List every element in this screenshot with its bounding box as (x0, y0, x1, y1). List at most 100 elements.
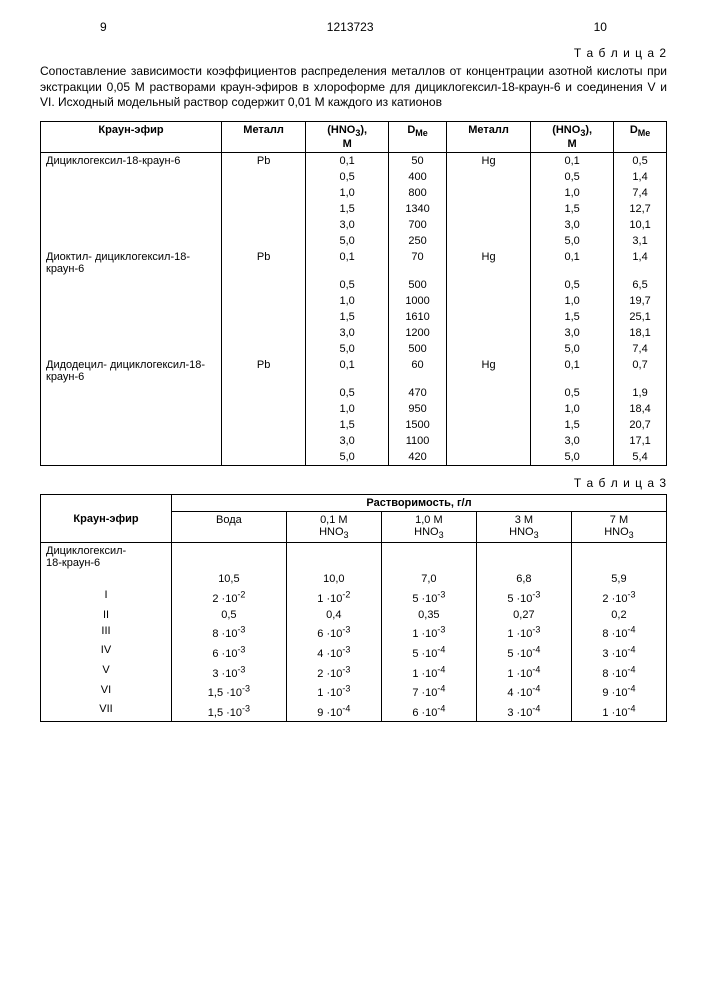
row-label (41, 571, 172, 587)
hno3-2-cell: 3,0 (531, 217, 614, 233)
value-cell: 0,4 (286, 607, 381, 623)
metal2-cell (446, 417, 530, 433)
row-label: II (41, 607, 172, 623)
dme2-cell: 18,1 (614, 325, 667, 341)
compound-cell (41, 401, 222, 417)
hno3-2-cell: 1,5 (531, 417, 614, 433)
table-row: Диоктил- дициклогексил-18-краун-6Pb0,170… (41, 249, 667, 277)
dme2-cell: 0,7 (614, 357, 667, 385)
metal1-cell (222, 309, 306, 325)
doc-number: 1213723 (327, 20, 374, 34)
hno3-1-cell: 5,0 (306, 449, 389, 466)
metal1-cell (222, 277, 306, 293)
table-row: 3,012003,018,1 (41, 325, 667, 341)
metal2-cell (446, 169, 530, 185)
table-row: VII1,5 ·10-39 ·10-46 ·10-43 ·10-41 ·10-4 (41, 701, 667, 721)
table-row: Дициклогексил-18-краун-6 (41, 543, 667, 572)
compound-cell (41, 169, 222, 185)
hno3-2-cell: 1,5 (531, 309, 614, 325)
value-cell: 10,5 (172, 571, 287, 587)
dme1-cell: 1100 (389, 433, 447, 449)
table-row: I2 ·10-21 ·10-25 ·10-35 ·10-32 ·10-3 (41, 587, 667, 607)
dme2-cell: 20,7 (614, 417, 667, 433)
metal2-cell (446, 293, 530, 309)
compound-cell: Диоктил- дициклогексил-18-краун-6 (41, 249, 222, 277)
metal2-cell (446, 449, 530, 466)
hno3-1-cell: 5,0 (306, 233, 389, 249)
value-cell: 5 ·10-3 (381, 587, 476, 607)
hno3-1-cell: 0,1 (306, 357, 389, 385)
dme2-cell: 12,7 (614, 201, 667, 217)
empty-cell (381, 543, 476, 572)
hno3-2-cell: 5,0 (531, 449, 614, 466)
dme2-cell: 6,5 (614, 277, 667, 293)
metal1-cell: Pb (222, 152, 306, 169)
table-row: VI1,5 ·10-31 ·10-37 ·10-44 ·10-49 ·10-4 (41, 682, 667, 702)
dme2-cell: 25,1 (614, 309, 667, 325)
compound-cell (41, 233, 222, 249)
dme2-cell: 3,1 (614, 233, 667, 249)
hno3-1-cell: 1,0 (306, 185, 389, 201)
row-label: VI (41, 682, 172, 702)
table-row: Дициклогексил-18-краун-6Pb0,150Hg0,10,5 (41, 152, 667, 169)
table-row: 1,516101,525,1 (41, 309, 667, 325)
dme1-cell: 500 (389, 341, 447, 357)
hno3-1-cell: 0,1 (306, 152, 389, 169)
metal1-cell (222, 217, 306, 233)
metal2-cell (446, 201, 530, 217)
table-row: 1,09501,018,4 (41, 401, 667, 417)
value-cell: 0,2 (571, 607, 666, 623)
compound-cell (41, 325, 222, 341)
hno3-2-cell: 5,0 (531, 233, 614, 249)
table-row: 0,54000,51,4 (41, 169, 667, 185)
dme1-cell: 700 (389, 217, 447, 233)
dme1-cell: 70 (389, 249, 447, 277)
row-label: III (41, 623, 172, 643)
hno3-1-cell: 0,5 (306, 169, 389, 185)
compound-cell (41, 341, 222, 357)
compound-cell (41, 185, 222, 201)
hno3-2-cell: 3,0 (531, 325, 614, 341)
value-cell: 2 ·10-3 (286, 662, 381, 682)
dme2-cell: 1,4 (614, 249, 667, 277)
table3-label: Т а б л и ц а 3 (40, 476, 667, 490)
row-label: I (41, 587, 172, 607)
compound-cell (41, 449, 222, 466)
hno3-2-cell: 5,0 (531, 341, 614, 357)
metal2-cell (446, 341, 530, 357)
value-cell: 0,35 (381, 607, 476, 623)
metal2-cell: Hg (446, 357, 530, 385)
t3-sh-water: Вода (172, 511, 287, 542)
table-row: 0,54700,51,9 (41, 385, 667, 401)
compound-cell (41, 217, 222, 233)
metal1-cell (222, 325, 306, 341)
value-cell: 1 ·10-4 (381, 662, 476, 682)
dme2-cell: 1,9 (614, 385, 667, 401)
table-row: 3,07003,010,1 (41, 217, 667, 233)
value-cell: 1 ·10-3 (286, 682, 381, 702)
value-cell: 3 ·10-4 (476, 701, 571, 721)
value-cell: 1 ·10-3 (381, 623, 476, 643)
hno3-2-cell: 1,0 (531, 401, 614, 417)
hno3-1-cell: 1,5 (306, 309, 389, 325)
t2-h-hno3-2: (HNO3),М (531, 121, 614, 152)
metal1-cell (222, 293, 306, 309)
dme1-cell: 470 (389, 385, 447, 401)
dme1-cell: 60 (389, 357, 447, 385)
value-cell: 8 ·10-4 (571, 662, 666, 682)
empty-cell (476, 543, 571, 572)
table-row: V3 ·10-32 ·10-31 ·10-41 ·10-48 ·10-4 (41, 662, 667, 682)
page-right: 10 (594, 20, 607, 34)
metal1-cell (222, 417, 306, 433)
hno3-1-cell: 5,0 (306, 341, 389, 357)
metal2-cell (446, 277, 530, 293)
metal1-cell (222, 401, 306, 417)
metal1-cell: Pb (222, 249, 306, 277)
t3-sh-3m: 3 МHNO3 (476, 511, 571, 542)
value-cell: 0,27 (476, 607, 571, 623)
hno3-1-cell: 1,0 (306, 293, 389, 309)
value-cell: 5 ·10-4 (381, 642, 476, 662)
metal1-cell (222, 433, 306, 449)
table-row: 5,04205,05,4 (41, 449, 667, 466)
value-cell: 8 ·10-3 (172, 623, 287, 643)
